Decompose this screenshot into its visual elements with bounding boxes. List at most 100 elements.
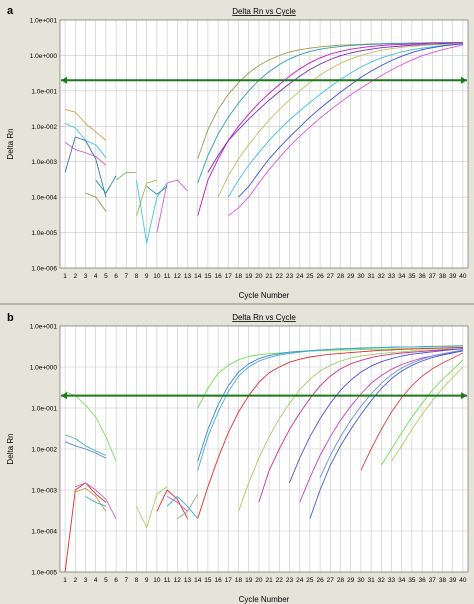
threshold-arrow-right [461, 76, 467, 84]
y-tick-label: 1.0e-004 [31, 529, 57, 536]
threshold-arrow-left [61, 392, 67, 400]
series-line [136, 179, 158, 216]
series-line [177, 493, 199, 520]
series-line [319, 349, 463, 478]
x-tick-label: 30 [357, 577, 365, 584]
x-tick-label: 32 [378, 273, 386, 280]
x-tick-label: 40 [459, 577, 467, 584]
x-tick-label: 35 [408, 273, 416, 280]
series-line [391, 366, 464, 462]
x-tick-label: 24 [296, 577, 304, 584]
series-line [238, 43, 463, 198]
x-tick-label: 30 [357, 273, 365, 280]
chart-title: Delta Rn vs Cycle [232, 313, 296, 322]
y-tick-label: 1.0e-001 [31, 88, 57, 95]
x-tick-label: 32 [378, 577, 386, 584]
x-tick-label: 29 [347, 577, 355, 584]
series-line [309, 350, 463, 519]
series-line [75, 482, 117, 519]
x-tick-label: 11 [164, 273, 171, 280]
x-tick-label: 16 [214, 577, 222, 584]
series-line [166, 495, 199, 519]
x-tick-label: 9 [145, 577, 149, 584]
x-tick-label: 7 [124, 577, 128, 584]
y-tick-label: 1.0e-005 [31, 570, 57, 577]
series-line [95, 175, 117, 194]
y-tick-label: 1.0e+000 [30, 365, 58, 372]
x-tick-label: 14 [194, 577, 202, 584]
x-tick-label: 22 [276, 577, 284, 584]
y-tick-label: 1.0e-002 [31, 124, 57, 131]
x-tick-label: 24 [296, 273, 304, 280]
x-tick-label: 10 [153, 273, 161, 280]
threshold-arrow-left [61, 76, 67, 84]
plot-border [59, 19, 469, 269]
series-line [227, 43, 463, 198]
x-tick-label: 1 [63, 273, 67, 280]
y-axis-label: Delta Rn [6, 433, 15, 464]
x-tick-label: 26 [316, 577, 324, 584]
x-tick-label: 9 [145, 273, 149, 280]
x-tick-label: 8 [135, 273, 139, 280]
x-tick-label: 38 [439, 273, 447, 280]
series-line [197, 42, 463, 184]
y-tick-label: 1.0e-003 [31, 159, 57, 166]
x-tick-label: 19 [245, 577, 253, 584]
x-tick-label: 7 [124, 273, 128, 280]
x-tick-label: 25 [306, 577, 314, 584]
x-tick-label: 5 [104, 273, 108, 280]
x-tick-label: 37 [429, 577, 437, 584]
y-tick-label: 1.0e-003 [31, 488, 57, 495]
y-tick-label: 1.0e-004 [31, 195, 57, 202]
x-tick-label: 39 [449, 273, 457, 280]
x-tick-label: 34 [398, 577, 406, 584]
x-tick-label: 36 [418, 577, 426, 584]
series-line [64, 136, 107, 198]
x-tick-label: 3 [84, 577, 88, 584]
series-line [360, 352, 464, 471]
x-tick-label: 25 [306, 273, 314, 280]
series-line [156, 489, 188, 519]
x-tick-label: 1 [63, 577, 67, 584]
series-line [289, 348, 463, 483]
x-tick-label: 8 [135, 577, 139, 584]
plot-area [60, 20, 468, 268]
series-line [156, 179, 188, 233]
panel-label: a [7, 5, 14, 17]
x-tick-label: 31 [367, 577, 375, 584]
series-line [197, 346, 463, 519]
x-tick-label: 35 [408, 577, 416, 584]
x-tick-label: 23 [286, 273, 294, 280]
x-tick-label: 29 [347, 273, 355, 280]
series-line [228, 44, 464, 217]
x-tick-label: 6 [114, 273, 118, 280]
y-tick-label: 1.0e-006 [31, 266, 57, 273]
series-line [136, 486, 168, 529]
series-line [197, 42, 463, 216]
x-tick-label: 15 [204, 273, 212, 280]
x-tick-label: 21 [265, 577, 273, 584]
x-tick-label: 22 [276, 273, 284, 280]
x-tick-label: 28 [337, 577, 345, 584]
x-tick-label: 18 [235, 273, 243, 280]
chart-title: Delta Rn vs Cycle [232, 7, 296, 16]
x-tick-label: 16 [214, 273, 222, 280]
x-tick-label: 2 [73, 577, 77, 584]
x-tick-label: 11 [164, 577, 171, 584]
series-line [258, 348, 463, 503]
series-line [85, 192, 107, 212]
x-tick-label: 15 [204, 577, 212, 584]
x-tick-label: 17 [225, 273, 233, 280]
x-tick-label: 3 [84, 273, 88, 280]
panel-label: b [7, 312, 14, 324]
series-line [380, 359, 464, 466]
x-tick-label: 36 [418, 273, 426, 280]
x-tick-label: 27 [327, 577, 335, 584]
y-tick-label: 1.0e+001 [30, 324, 58, 331]
x-axis-label: Cycle Number [239, 595, 290, 604]
x-axis-label: Cycle Number [239, 291, 290, 300]
x-tick-label: 13 [184, 273, 192, 280]
series-line [64, 434, 107, 456]
series-line [115, 171, 137, 181]
